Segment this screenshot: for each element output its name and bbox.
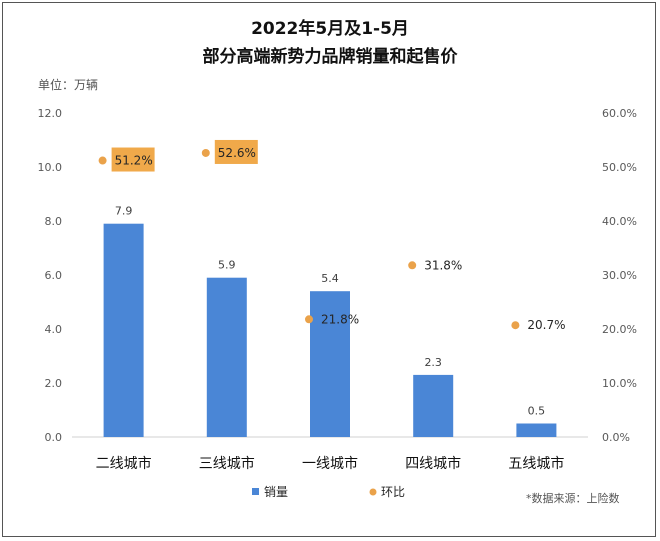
bar bbox=[103, 223, 144, 437]
y-left-tick-label: 8.0 bbox=[45, 215, 63, 228]
y-left-tick-label: 4.0 bbox=[45, 323, 63, 336]
y-left-tick-label: 10.0 bbox=[38, 161, 63, 174]
y-left-tick-label: 0.0 bbox=[45, 431, 63, 444]
bar-data-label: 0.5 bbox=[528, 405, 546, 418]
bar bbox=[413, 374, 454, 437]
point bbox=[305, 315, 313, 324]
x-category-label: 一线城市 bbox=[302, 455, 358, 472]
point-data-label: 31.8% bbox=[424, 258, 462, 272]
source-note: *数据来源：上险数 bbox=[526, 492, 620, 505]
point-data-label: 20.7% bbox=[527, 318, 565, 332]
y-left-tick-label: 12.0 bbox=[38, 107, 63, 120]
point bbox=[408, 261, 417, 270]
y-right-tick-label: 30.0% bbox=[602, 269, 637, 282]
y-right-tick-label: 60.0% bbox=[602, 107, 637, 120]
point-data-label: 52.6% bbox=[218, 146, 256, 160]
x-category-label: 二线城市 bbox=[96, 455, 152, 472]
x-category-label: 三线城市 bbox=[199, 455, 255, 472]
unit-label: 单位：万辆 bbox=[38, 78, 99, 92]
point bbox=[201, 148, 210, 157]
y-right-tick-label: 20.0% bbox=[602, 323, 637, 336]
chart-subtitle: 部分高端新势力品牌销量和起售价 bbox=[202, 47, 458, 67]
point bbox=[511, 321, 520, 330]
point bbox=[98, 156, 107, 165]
x-category-label: 五线城市 bbox=[508, 455, 564, 472]
y-right-tick-label: 0.0% bbox=[602, 431, 630, 444]
y-left-tick-label: 6.0 bbox=[45, 269, 63, 282]
legend-swatch-bar bbox=[252, 488, 259, 495]
y-right-tick-label: 50.0% bbox=[602, 161, 637, 174]
chart-title: 2022年5月及1-5月 bbox=[251, 19, 409, 39]
legend-label: 环比 bbox=[381, 485, 405, 499]
y-left-tick-label: 2.0 bbox=[45, 377, 63, 390]
bar bbox=[206, 277, 247, 437]
highlight-box bbox=[111, 147, 155, 172]
legend-label: 销量 bbox=[264, 485, 288, 499]
legend-swatch-point bbox=[369, 488, 377, 496]
point-data-label: 51.2% bbox=[115, 154, 153, 168]
y-right-tick-label: 10.0% bbox=[602, 377, 637, 390]
bar bbox=[516, 423, 557, 437]
bar-data-label: 5.9 bbox=[218, 259, 236, 272]
bar bbox=[310, 291, 350, 437]
bar-data-label: 7.9 bbox=[115, 205, 133, 218]
y-right-tick-label: 40.0% bbox=[602, 215, 637, 228]
highlight-box bbox=[214, 139, 258, 164]
bar-data-label: 2.3 bbox=[424, 356, 442, 369]
bar-data-label: 5.4 bbox=[321, 272, 339, 285]
point-data-label: 21.8% bbox=[321, 312, 359, 326]
x-category-label: 四线城市 bbox=[405, 455, 461, 472]
